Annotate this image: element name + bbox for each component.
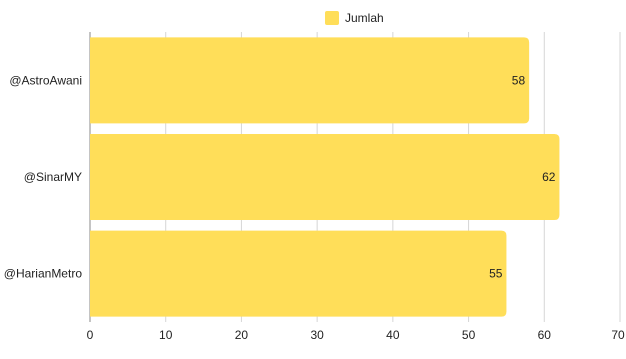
- category-label-sinarmy: @SinarMY: [24, 170, 82, 184]
- legend-swatch-jumlah: [325, 11, 339, 25]
- x-axis: 0 10 20 30 40 50 60 70: [87, 328, 625, 342]
- bar-astroawani[interactable]: [90, 37, 530, 124]
- data-label-harianmetro: 55: [489, 267, 503, 281]
- bar-harianmetro[interactable]: [90, 230, 507, 317]
- x-tick-label-40: 40: [386, 328, 400, 342]
- x-tick-label-60: 60: [538, 328, 552, 342]
- category-axis: @AstroAwani @SinarMY @HarianMetro: [4, 73, 83, 280]
- x-tick-label-0: 0: [87, 328, 94, 342]
- legend[interactable]: Jumlah: [325, 11, 384, 25]
- x-tick-label-20: 20: [235, 328, 249, 342]
- x-tick-label-50: 50: [462, 328, 476, 342]
- x-tick-label-10: 10: [159, 328, 173, 342]
- bars: 58 62 55: [90, 37, 560, 317]
- x-tick-label-30: 30: [310, 328, 324, 342]
- data-label-astroawani: 58: [512, 73, 526, 87]
- legend-label-jumlah: Jumlah: [345, 11, 384, 25]
- data-label-sinarmy: 62: [542, 170, 556, 184]
- category-label-harianmetro: @HarianMetro: [4, 267, 83, 281]
- category-label-astroawani: @AstroAwani: [9, 73, 82, 87]
- bar-sinarmy[interactable]: [90, 133, 560, 221]
- x-tick-label-70: 70: [611, 328, 625, 342]
